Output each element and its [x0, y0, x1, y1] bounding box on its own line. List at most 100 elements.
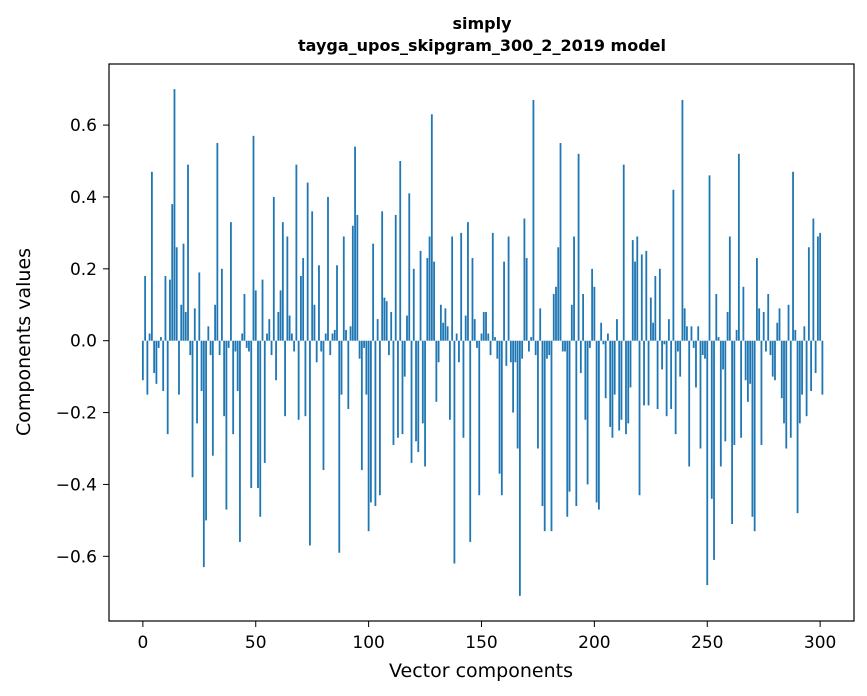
bar-180 [548, 340, 551, 356]
bar-98 [363, 340, 366, 348]
bar-291 [798, 340, 801, 424]
bar-188 [566, 340, 569, 517]
bar-74 [309, 340, 311, 546]
bar-139 [455, 333, 458, 341]
bar-0 [141, 340, 144, 381]
bar-7 [157, 340, 160, 348]
bar-224 [647, 340, 650, 406]
bar-24 [196, 340, 198, 424]
x-tick-label: 300 [804, 633, 836, 653]
bar-183 [555, 286, 557, 341]
bar-136 [448, 340, 451, 420]
bar-138 [453, 340, 456, 564]
y-tick-label: 0.0 [70, 332, 97, 352]
bar-161 [505, 340, 508, 366]
bar-129 [433, 261, 435, 341]
bar-114 [399, 161, 402, 341]
bar-26 [200, 340, 203, 392]
bar-99 [365, 340, 368, 395]
bar-265 [740, 340, 743, 438]
bar-57 [270, 340, 273, 356]
bar-165 [514, 340, 517, 363]
bar-51 [257, 340, 259, 489]
bar-79 [320, 340, 323, 352]
bar-225 [649, 297, 652, 341]
bar-171 [528, 340, 530, 352]
bar-105 [379, 340, 381, 496]
bar-190 [570, 304, 573, 341]
bar-39 [230, 222, 232, 341]
bar-83 [329, 340, 332, 356]
bar-232 [665, 340, 668, 417]
bar-272 [756, 258, 758, 341]
bar-149 [478, 340, 481, 496]
bar-4 [150, 171, 153, 341]
bar-271 [753, 340, 756, 532]
bar-247 [699, 340, 702, 449]
bar-10 [164, 276, 167, 341]
bar-157 [496, 340, 499, 359]
bar-80 [322, 340, 325, 471]
bar-50 [254, 290, 257, 341]
bar-69 [297, 340, 300, 420]
bar-148 [476, 340, 478, 348]
bar-133 [442, 322, 445, 341]
bar-86 [336, 265, 338, 341]
bar-43 [239, 340, 241, 542]
bar-21 [189, 340, 192, 356]
bar-293 [803, 326, 806, 341]
bar-55 [266, 333, 268, 341]
bar-13 [171, 204, 174, 341]
bar-204 [602, 340, 605, 345]
bar-164 [512, 340, 515, 413]
bar-229 [658, 268, 661, 341]
bar-300 [819, 232, 822, 341]
bar-244 [692, 340, 695, 348]
bar-248 [701, 340, 704, 356]
bar-299 [816, 236, 819, 341]
bar-5 [153, 340, 156, 374]
bar-137 [451, 236, 454, 341]
bar-22 [191, 340, 194, 478]
bar-121 [415, 340, 417, 442]
bar-49 [252, 135, 255, 341]
bar-258 [724, 340, 727, 442]
bar-25 [198, 272, 201, 341]
bar-189 [568, 340, 571, 492]
bar-106 [381, 211, 384, 341]
bar-19 [184, 311, 187, 341]
bar-100 [367, 340, 370, 532]
bar-132 [439, 304, 442, 341]
bar-101 [369, 340, 372, 503]
bar-61 [279, 290, 282, 341]
bar-222 [643, 340, 645, 406]
bar-187 [564, 340, 566, 352]
bar-298 [814, 340, 817, 374]
bar-154 [489, 340, 492, 356]
bar-243 [690, 326, 693, 341]
bar-214 [625, 340, 627, 435]
bar-6 [155, 340, 158, 384]
bar-78 [318, 265, 320, 341]
bar-2 [146, 340, 149, 395]
bar-108 [385, 301, 388, 341]
bar-242 [688, 340, 691, 467]
bar-210 [616, 319, 618, 341]
bar-84 [331, 333, 334, 341]
bar-294 [805, 340, 808, 417]
y-tick-label: 0.4 [70, 188, 97, 208]
bar-16 [178, 340, 180, 395]
bar-295 [807, 247, 810, 341]
bar-59 [275, 340, 277, 381]
bar-282 [778, 308, 781, 341]
bar-170 [525, 258, 528, 341]
bar-236 [674, 340, 677, 435]
x-tick-label: 50 [245, 633, 267, 653]
bar-227 [654, 276, 657, 341]
bar-174 [534, 340, 537, 356]
bar-155 [491, 232, 494, 341]
bar-288 [792, 171, 794, 341]
bar-208 [611, 340, 614, 438]
bar-249 [704, 340, 706, 359]
